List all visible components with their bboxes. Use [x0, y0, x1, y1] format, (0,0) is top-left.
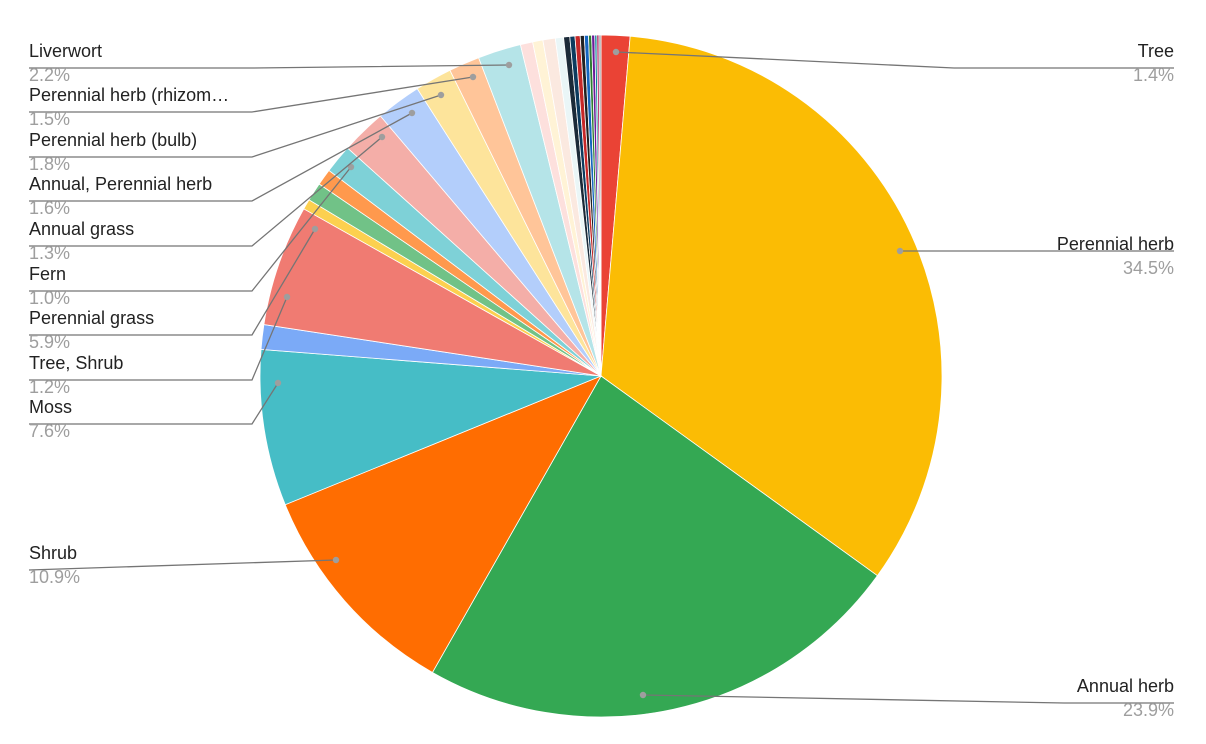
leader-line-annual-perennial-herb [29, 112, 413, 202]
slice-percent-annual-grass: 1.3% [29, 243, 70, 263]
leader-line-annual-grass [29, 136, 383, 247]
slice-percent-perennial-grass: 5.9% [29, 332, 70, 352]
slice-label-perennial-grass: Perennial grass [29, 308, 154, 328]
leader-dot-shrub [332, 556, 340, 564]
leader-line-tree-shrub [29, 296, 288, 381]
slice-label-annual-herb: Annual herb [1077, 676, 1174, 696]
leader-dot-annual-herb [639, 691, 647, 699]
leader-line-liverwort [29, 64, 510, 69]
leader-line-shrub [28, 559, 337, 571]
pie-slice-annual-herb [431, 375, 878, 718]
pie-slices [259, 34, 943, 718]
pie-slice-29 [598, 34, 602, 377]
slice-label-perennial-herb-bulb: Perennial herb (bulb) [29, 130, 197, 150]
leader-dot-perennial-grass [311, 225, 319, 233]
pie-slice-shrub [284, 375, 602, 673]
leader-dot-perennial-herb [896, 247, 904, 255]
slice-percent-tree-shrub: 1.2% [29, 377, 70, 397]
pie-slice-perennial-herb [600, 35, 943, 577]
pie-slice-moss [259, 349, 602, 506]
slice-percent-moss: 7.6% [29, 421, 70, 441]
leader-dot-perennial-herb-rhizom [469, 73, 477, 81]
slice-percent-liverwort: 2.2% [29, 65, 70, 85]
pie-callouts: Tree 1.4% Perennial herb 34.5% Annual herb 23… [28, 41, 1174, 720]
leader-line-perennial-herb-bulb [29, 94, 442, 158]
slice-percent-shrub: 10.9% [29, 567, 80, 587]
leader-line-fern [29, 166, 352, 292]
leader-dot-fern [347, 163, 355, 171]
slice-percent-tree: 1.4% [1133, 65, 1174, 85]
leader-dot-tree [612, 48, 620, 56]
slice-percent-fern: 1.0% [29, 288, 70, 308]
slice-label-perennial-herb-rhizom: Perennial herb (rhizom… [29, 85, 229, 105]
slice-label-fern: Fern [29, 264, 66, 284]
slice-percent-perennial-herb: 34.5% [1123, 258, 1174, 278]
leader-dot-tree-shrub [283, 293, 291, 301]
leader-line-annual-herb [642, 694, 1174, 704]
leader-line-moss [29, 382, 279, 425]
leader-line-perennial-grass [29, 228, 316, 336]
slice-percent-annual-herb: 23.9% [1123, 700, 1174, 720]
leader-dot-annual-perennial-herb [408, 109, 416, 117]
slice-percent-perennial-herb-bulb: 1.8% [29, 154, 70, 174]
slice-label-shrub: Shrub [29, 543, 77, 563]
slice-label-moss: Moss [29, 397, 72, 417]
leader-dot-moss [274, 379, 282, 387]
leader-dot-perennial-herb-bulb [437, 91, 445, 99]
slice-label-tree-shrub: Tree, Shrub [29, 353, 123, 373]
slice-label-annual-grass: Annual grass [29, 219, 134, 239]
slice-label-tree: Tree [1138, 41, 1174, 61]
slice-percent-perennial-herb-rhizom: 1.5% [29, 109, 70, 129]
slice-label-annual-perennial-herb: Annual, Perennial herb [29, 174, 212, 194]
slice-label-liverwort: Liverwort [29, 41, 102, 61]
slice-label-perennial-herb: Perennial herb [1057, 234, 1174, 254]
leader-line-tree [615, 51, 1174, 69]
leader-dot-annual-grass [378, 133, 386, 141]
slice-percent-annual-perennial-herb: 1.6% [29, 198, 70, 218]
leader-dot-liverwort [505, 61, 513, 69]
leader-line-perennial-herb-rhizom [29, 76, 474, 113]
